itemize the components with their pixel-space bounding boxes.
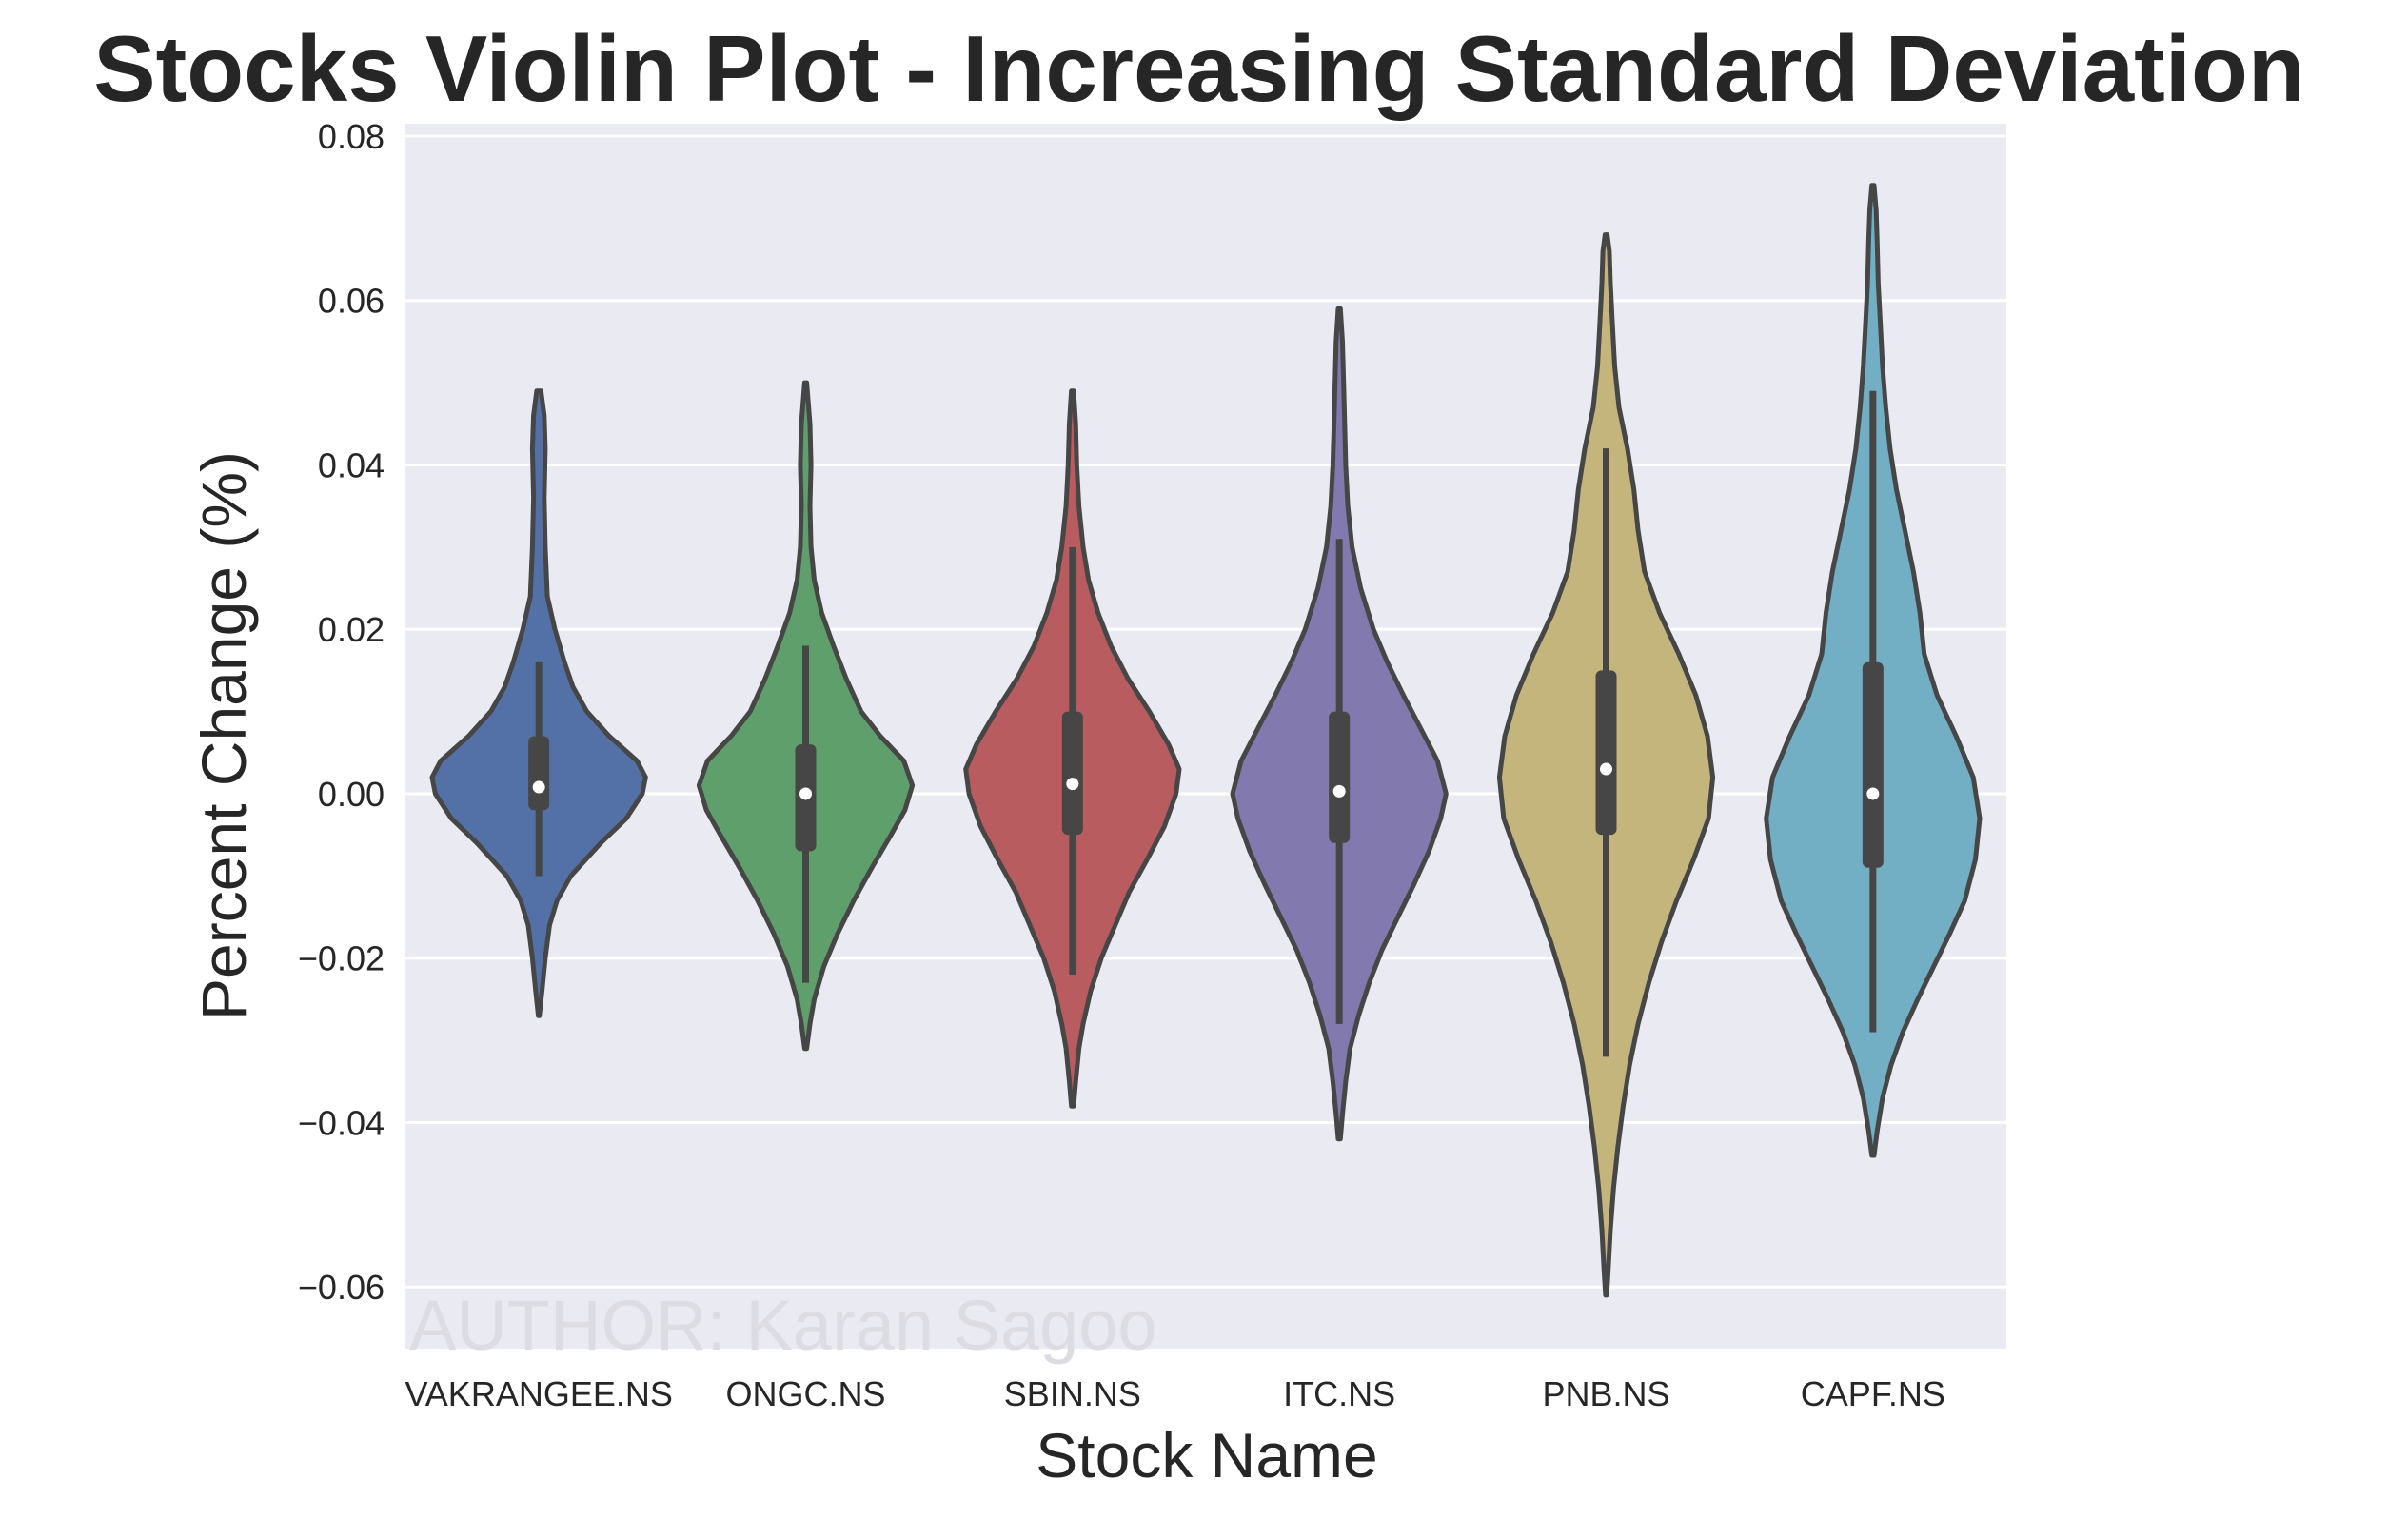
y-axis-label: Percent Change (%) — [188, 451, 259, 1020]
y-tick-label: 0.00 — [318, 775, 385, 814]
x-tick-label: ONGC.NS — [725, 1374, 885, 1413]
violin-iqr-box — [1061, 711, 1083, 836]
plot-area — [405, 124, 2006, 1349]
violin-median-point — [1600, 762, 1612, 776]
y-tick-label: −0.02 — [298, 939, 385, 978]
violin-median-point — [1332, 784, 1346, 798]
violin-median-point — [799, 787, 812, 800]
violin-iqr-box — [1595, 670, 1617, 836]
x-tick-label: SBIN.NS — [1004, 1374, 1141, 1413]
violin-iqr-box — [1862, 661, 1884, 868]
gridlines — [405, 134, 2006, 1289]
violin-median-point — [532, 780, 545, 794]
y-tick-labels: 0.08 0.06 0.04 0.02 0.00 −0.02 −0.04 −0.06 — [298, 117, 385, 1307]
violin-median-point — [1066, 778, 1079, 791]
y-tick-label: −0.06 — [298, 1268, 385, 1307]
x-tick-label: ITC.NS — [1283, 1374, 1395, 1413]
author-watermark: AUTHOR: Karan Sagoo — [409, 1286, 1157, 1365]
y-tick-label: −0.04 — [298, 1103, 385, 1142]
x-tick-label: VAKRANGEE.NS — [405, 1374, 672, 1413]
chart-title: Stocks Violin Plot - Increasing Standard… — [93, 16, 2304, 121]
violin-iqr-box — [528, 736, 550, 811]
x-tick-labels: VAKRANGEE.NS ONGC.NS SBIN.NS ITC.NS PNB.NS CA… — [405, 1374, 1944, 1413]
x-axis-label: Stock Name — [1036, 1420, 1377, 1490]
y-tick-label: 0.02 — [318, 610, 385, 649]
x-tick-label: CAPF.NS — [1801, 1374, 1945, 1413]
y-tick-label: 0.06 — [318, 282, 385, 321]
x-tick-label: PNB.NS — [1542, 1374, 1669, 1413]
violin-iqr-box — [1329, 711, 1351, 843]
violin-median-point — [1866, 787, 1880, 800]
y-tick-label: 0.04 — [318, 445, 385, 484]
violins — [429, 183, 1983, 1298]
y-tick-label: 0.08 — [318, 117, 385, 156]
